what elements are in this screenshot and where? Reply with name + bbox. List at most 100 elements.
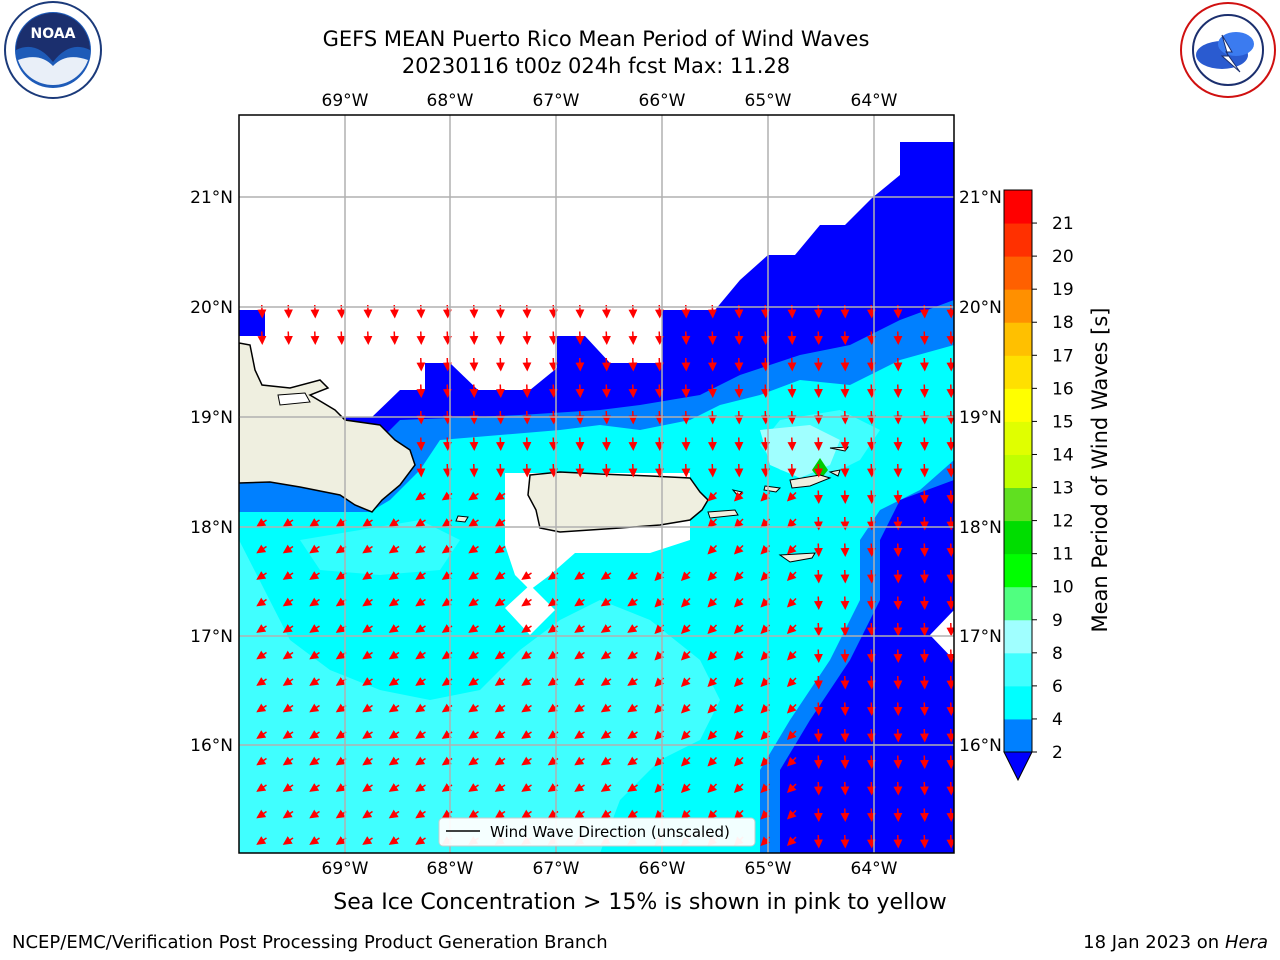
wind-wave-arrow xyxy=(946,543,954,557)
wind-wave-arrow xyxy=(310,331,320,345)
colorbar-tick-label: 19 xyxy=(1052,280,1074,300)
wind-wave-arrow xyxy=(494,756,506,766)
lat-label: 16°N xyxy=(959,736,1002,756)
wind-wave-arrow xyxy=(946,463,954,478)
lat-label: 20°N xyxy=(959,298,1002,318)
wind-wave-arrow xyxy=(919,622,929,637)
wind-wave-arrow xyxy=(256,544,267,554)
wind-wave-arrow xyxy=(521,703,532,713)
top-lon-labels: 69°W 68°W 67°W 66°W 65°W 64°W xyxy=(322,91,898,111)
wind-wave-arrow xyxy=(495,437,505,451)
wind-wave-arrow xyxy=(627,571,638,580)
wind-wave-arrow xyxy=(600,809,612,819)
wind-wave-arrow xyxy=(654,437,664,451)
lat-label: 18°N xyxy=(959,518,1002,538)
wind-wave-arrow xyxy=(786,836,797,847)
wind-wave-arrow xyxy=(600,597,612,607)
wind-wave-arrow xyxy=(468,730,479,739)
wind-wave-arrow xyxy=(256,624,267,633)
left-lat-labels: 21°N 20°N 19°N 18°N 17°N 16°N xyxy=(190,188,233,756)
wind-wave-arrow xyxy=(415,703,426,713)
colorbar-tick-label: 8 xyxy=(1052,644,1063,664)
wind-wave-arrow xyxy=(388,597,400,607)
wind-wave-arrow xyxy=(521,783,532,792)
wind-wave-arrow xyxy=(442,331,452,345)
colorbar-tick-label: 10 xyxy=(1052,578,1074,598)
wind-wave-arrow xyxy=(919,728,929,743)
wind-wave-arrow xyxy=(600,624,612,633)
wind-wave-arrow xyxy=(866,437,876,451)
wind-wave-arrow xyxy=(654,357,664,372)
wind-wave-arrow xyxy=(468,518,479,527)
wind-wave-arrow xyxy=(840,463,850,478)
colorbar-segment xyxy=(1004,256,1032,290)
wind-wave-arrow xyxy=(840,490,850,504)
wind-wave-arrow xyxy=(628,437,638,451)
wind-wave-arrow xyxy=(707,357,717,372)
wind-wave-arrow xyxy=(893,728,903,743)
colorbar-segment xyxy=(1004,652,1032,687)
lon-label: 68°W xyxy=(427,91,474,111)
wind-wave-arrow xyxy=(733,783,744,794)
wind-wave-arrow xyxy=(309,571,320,580)
wind-wave-arrow xyxy=(600,703,612,713)
wind-wave-arrow xyxy=(495,384,505,398)
wind-wave-arrow xyxy=(495,463,505,478)
wind-wave-arrow xyxy=(866,702,876,716)
wind-wave-arrow xyxy=(680,650,691,661)
colorbar-tick-label: 18 xyxy=(1052,313,1074,333)
wind-wave-arrow xyxy=(813,357,823,372)
wind-wave-arrow xyxy=(893,622,903,637)
wind-wave-arrow xyxy=(601,357,611,372)
wind-wave-arrow xyxy=(282,783,294,792)
wind-wave-arrow xyxy=(786,544,797,555)
noaa-logo: NOAA xyxy=(4,1,102,99)
wind-wave-arrow xyxy=(309,597,320,607)
wind-wave-arrow xyxy=(866,728,876,743)
wind-wave-arrow xyxy=(495,357,505,372)
wind-wave-arrow xyxy=(919,649,929,663)
wind-wave-arrow xyxy=(628,463,638,478)
noaa-logo-text: NOAA xyxy=(31,26,76,42)
wind-wave-arrow xyxy=(813,596,823,610)
wind-wave-arrow xyxy=(946,728,954,743)
wind-wave-arrow xyxy=(494,544,506,554)
wind-wave-arrow xyxy=(733,677,744,688)
wind-wave-arrow xyxy=(574,624,585,633)
wind-wave-arrow xyxy=(866,543,876,557)
wind-wave-arrow xyxy=(362,571,373,580)
wind-wave-arrow xyxy=(601,437,611,451)
wind-wave-arrow xyxy=(946,808,954,822)
lon-label: 65°W xyxy=(745,91,792,111)
wind-wave-arrow xyxy=(362,650,373,660)
wind-wave-arrow xyxy=(468,571,479,580)
wind-wave-arrow xyxy=(574,756,585,766)
wind-wave-arrow xyxy=(760,463,770,478)
wind-wave-arrow xyxy=(866,781,876,796)
wind-wave-arrow xyxy=(494,703,506,713)
wind-wave-arrow xyxy=(627,624,638,633)
wind-wave-arrow xyxy=(680,809,691,820)
sea-ice-note: Sea Ice Concentration > 15% is shown in … xyxy=(333,890,947,915)
colorbar-tick-label: 16 xyxy=(1052,379,1074,399)
wind-wave-arrow xyxy=(574,783,585,792)
wind-wave-arrow xyxy=(362,518,373,527)
wind-wave-arrow xyxy=(893,437,903,451)
wind-wave-arrow xyxy=(468,703,479,713)
wind-wave-arrow xyxy=(919,490,929,504)
wind-wave-arrow xyxy=(574,571,585,580)
wind-wave-arrow xyxy=(309,650,320,660)
wind-wave-arrow xyxy=(813,384,823,398)
wind-wave-arrow xyxy=(468,756,479,766)
wind-wave-arrow xyxy=(522,463,532,478)
wind-wave-arrow xyxy=(786,624,797,635)
wind-wave-arrow xyxy=(946,781,954,796)
wind-wave-arrow xyxy=(415,836,426,845)
lat-label: 17°N xyxy=(959,627,1002,647)
lat-label: 18°N xyxy=(190,518,233,538)
wind-wave-arrow xyxy=(787,437,797,451)
wind-wave-arrow xyxy=(362,703,373,713)
wind-wave-arrow xyxy=(282,809,294,819)
wind-wave-arrow xyxy=(548,384,558,398)
wind-wave-arrow xyxy=(734,437,744,451)
